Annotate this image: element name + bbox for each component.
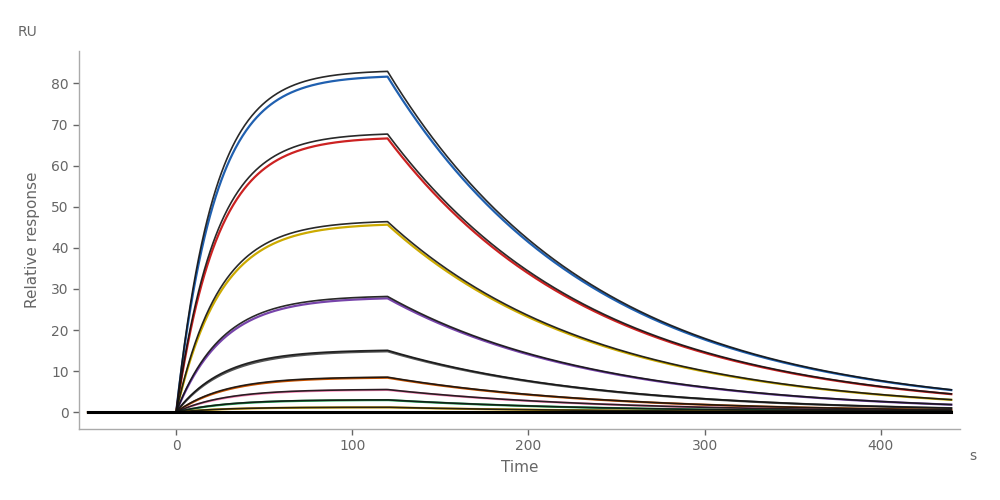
Text: s: s: [969, 450, 976, 464]
Y-axis label: Relative response: Relative response: [25, 172, 40, 308]
Text: RU: RU: [18, 25, 37, 39]
X-axis label: Time: Time: [501, 460, 538, 475]
